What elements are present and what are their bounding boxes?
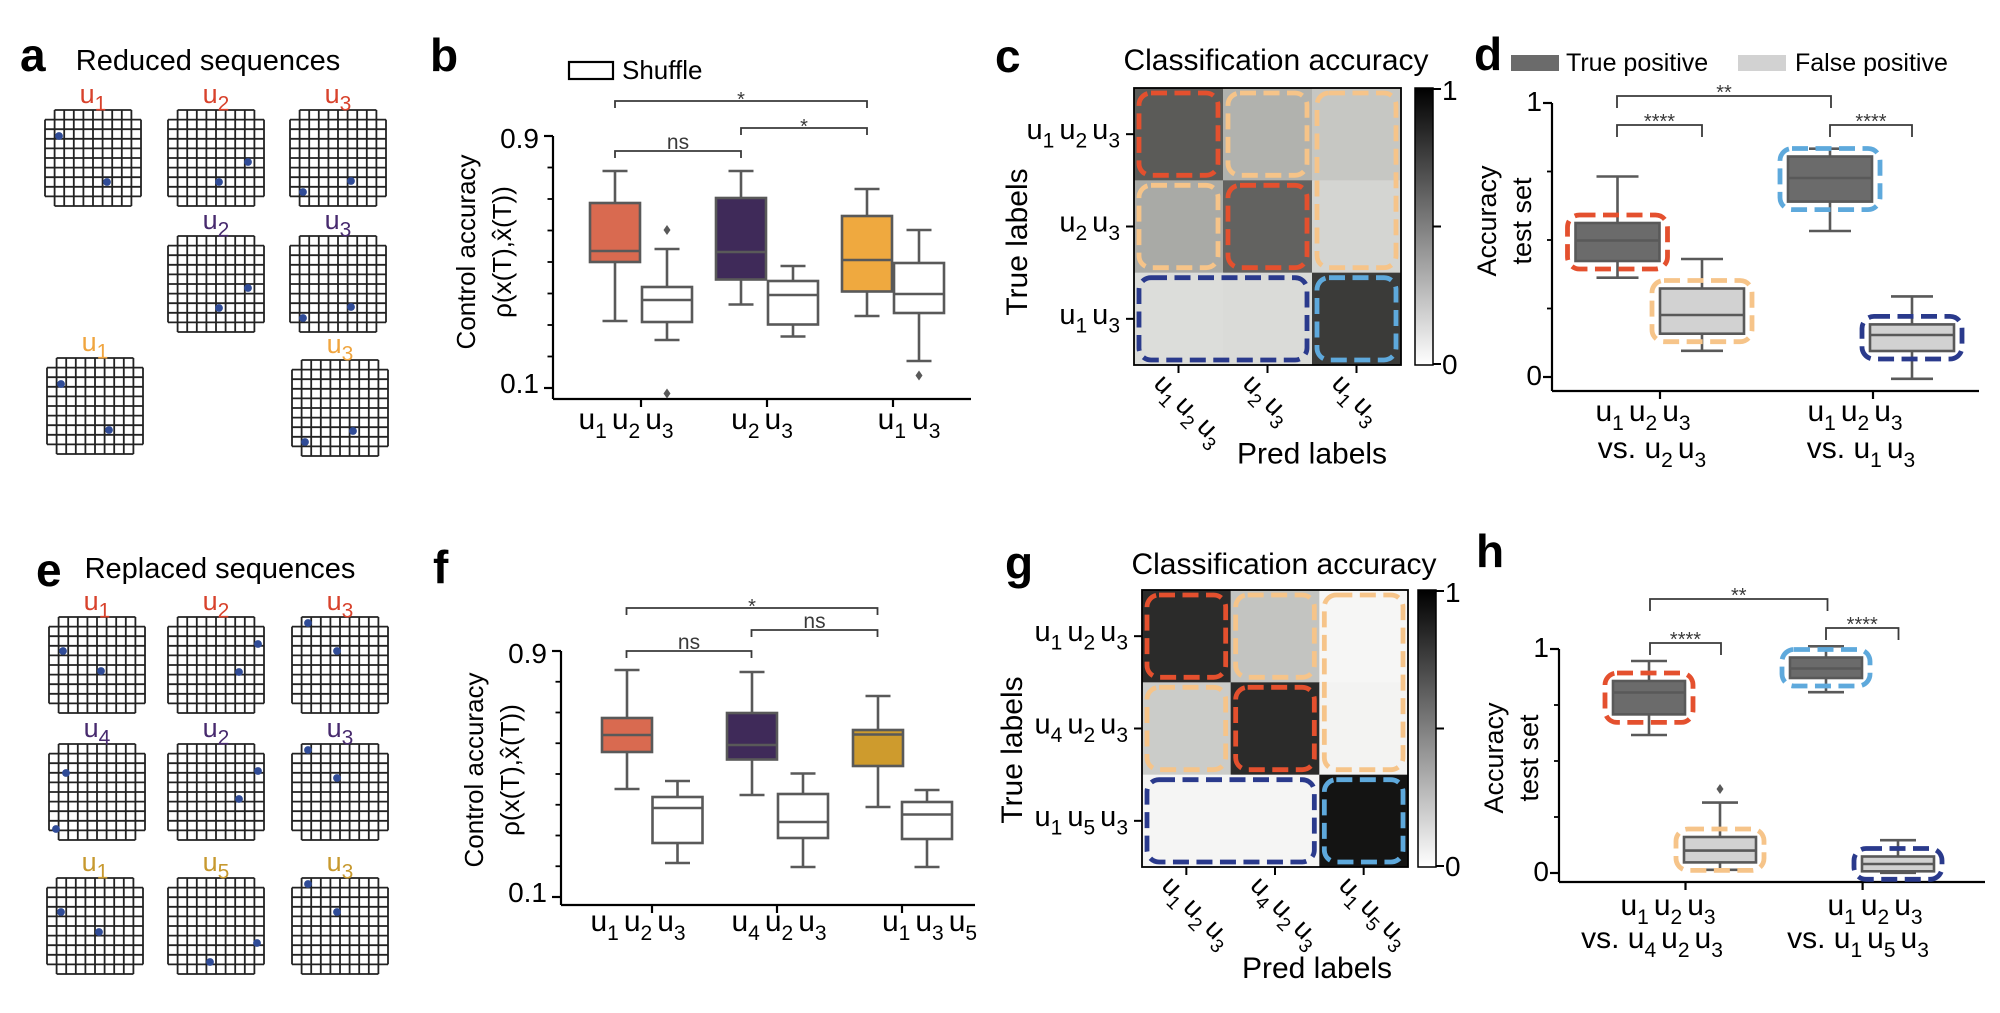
svg-text:ns: ns	[667, 131, 689, 154]
svg-text:u1u2u3: u1u2u3	[1595, 395, 1690, 435]
svg-text:True labels: True labels	[996, 676, 1029, 823]
svg-text:ns: ns	[678, 631, 700, 654]
svg-text:True labels: True labels	[1001, 168, 1034, 315]
svg-text:Shuffle: Shuffle	[622, 55, 702, 85]
svg-text:*: *	[737, 89, 745, 111]
svg-text:h: h	[1476, 525, 1504, 577]
svg-text:0.1: 0.1	[508, 877, 547, 908]
svg-text:Accuracy: Accuracy	[1479, 702, 1509, 814]
svg-text:0: 0	[1445, 851, 1461, 882]
svg-text:Reduced sequences: Reduced sequences	[76, 45, 340, 77]
svg-text:1: 1	[1442, 75, 1458, 106]
svg-text:0.1: 0.1	[500, 368, 539, 399]
svg-text:0: 0	[1442, 349, 1458, 380]
svg-text:ρ(x(T),x̂(T)): ρ(x(T),x̂(T))	[487, 186, 517, 318]
svg-text:**: **	[1731, 585, 1747, 607]
svg-text:1: 1	[1445, 577, 1461, 608]
svg-text:0.9: 0.9	[508, 638, 547, 669]
svg-text:u4u2u3: u4u2u3	[731, 905, 826, 945]
svg-text:Classification accuracy: Classification accuracy	[1131, 548, 1436, 581]
svg-text:f: f	[433, 541, 449, 593]
svg-text:a: a	[20, 29, 46, 81]
svg-text:g: g	[1005, 537, 1033, 589]
svg-text:****: ****	[1847, 614, 1878, 636]
svg-text:Accuracy: Accuracy	[1472, 165, 1502, 277]
svg-text:Pred labels: Pred labels	[1242, 952, 1392, 985]
svg-text:d: d	[1474, 28, 1502, 80]
svg-text:**: **	[1716, 82, 1732, 104]
svg-text:True positive: True positive	[1566, 49, 1708, 77]
svg-text:0: 0	[1533, 856, 1549, 887]
svg-text:Control accuracy: Control accuracy	[459, 672, 489, 867]
svg-text:1: 1	[1533, 632, 1549, 663]
svg-text:0: 0	[1526, 360, 1542, 391]
svg-text:Pred labels: Pred labels	[1237, 438, 1387, 471]
svg-text:False positive: False positive	[1795, 49, 1948, 77]
svg-text:0.9: 0.9	[500, 123, 539, 154]
svg-text:Classification accuracy: Classification accuracy	[1123, 44, 1428, 77]
svg-text:****: ****	[1670, 629, 1701, 651]
svg-text:ρ(x(T),x̂(T)): ρ(x(T),x̂(T))	[495, 704, 525, 836]
svg-text:*: *	[748, 596, 756, 618]
svg-text:*: *	[800, 116, 808, 138]
svg-text:Control accuracy: Control accuracy	[451, 154, 481, 349]
svg-text:Replaced sequences: Replaced sequences	[85, 553, 356, 585]
svg-text:test set: test set	[1514, 714, 1544, 802]
svg-text:c: c	[995, 30, 1021, 82]
svg-text:test set: test set	[1507, 177, 1537, 265]
svg-text:****: ****	[1855, 111, 1886, 133]
svg-text:b: b	[430, 29, 458, 81]
svg-text:ns: ns	[803, 610, 825, 633]
svg-text:****: ****	[1644, 111, 1675, 133]
svg-text:1: 1	[1526, 86, 1542, 117]
svg-text:e: e	[36, 544, 62, 596]
